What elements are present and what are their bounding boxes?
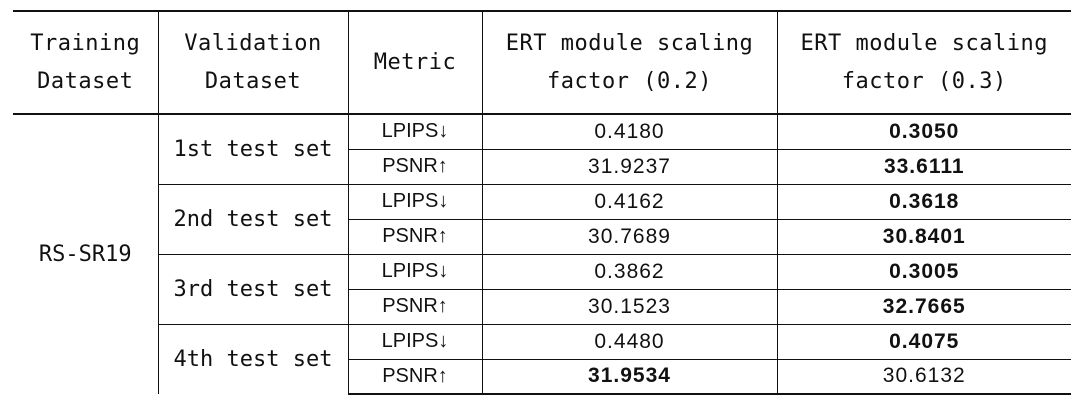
- header-validation-dataset-text: Validation Dataset: [184, 30, 322, 94]
- value-scaling-0-2: 0.4162: [482, 184, 778, 220]
- value-scaling-0-3: 0.3050: [777, 114, 1071, 150]
- results-table: Training Dataset Validation Dataset Metr…: [13, 10, 1071, 395]
- value-scaling-0-2: 0.3862: [482, 254, 778, 290]
- validation-set-cell: 1st test set: [158, 114, 349, 185]
- header-metric-text: Metric: [373, 49, 457, 75]
- table-row: PSNR↑ 30.1523 32.7665: [13, 289, 1071, 325]
- value-scaling-0-3: 33.6111: [777, 149, 1071, 185]
- header-scaling-0-3-text: ERT module scaling factor (0.3): [800, 30, 1048, 94]
- value-scaling-0-2: 0.4480: [482, 324, 778, 360]
- header-metric: Metric: [348, 10, 483, 115]
- table-row: PSNR↑ 30.7689 30.8401: [13, 219, 1071, 255]
- value-scaling-0-3: 32.7665: [777, 289, 1071, 325]
- table-row: 4th test set LPIPS↓ 0.4480 0.4075: [13, 324, 1071, 394]
- value-scaling-0-2: 31.9237: [482, 149, 778, 185]
- table-row: 3rd test set LPIPS↓ 0.3862 0.3005: [13, 254, 1071, 325]
- value-scaling-0-3: 0.3618: [777, 184, 1071, 220]
- header-scaling-0-3: ERT module scaling factor (0.3): [777, 10, 1071, 115]
- validation-set-cell: 2nd test set: [158, 184, 349, 255]
- metric-cell: LPIPS↓: [348, 254, 483, 290]
- header-row: Training Dataset Validation Dataset Metr…: [13, 10, 1071, 115]
- value-scaling-0-2: 30.1523: [482, 289, 778, 325]
- metric-cell: PSNR↑: [348, 359, 483, 395]
- metric-cell: PSNR↑: [348, 219, 483, 255]
- metric-cell: LPIPS↓: [348, 184, 483, 220]
- metric-cell: PSNR↑: [348, 289, 483, 325]
- value-scaling-0-3: 30.6132: [777, 359, 1071, 395]
- metric-cell: LPIPS↓: [348, 324, 483, 360]
- value-scaling-0-2: 30.7689: [482, 219, 778, 255]
- value-scaling-0-3: 0.4075: [777, 324, 1071, 360]
- table-row: 2nd test set LPIPS↓ 0.4162 0.3618: [13, 184, 1071, 255]
- header-scaling-0-2: ERT module scaling factor (0.2): [482, 10, 778, 115]
- value-scaling-0-2: 0.4180: [482, 114, 778, 150]
- metric-cell: LPIPS↓: [348, 114, 483, 150]
- value-scaling-0-2: 31.9534: [482, 359, 778, 395]
- table-body: RS-SR19 1st test set LPIPS↓ 0.4180 0.3050 PSN…: [13, 114, 1071, 395]
- table-row: PSNR↑ 31.9534 30.6132: [13, 359, 1071, 395]
- value-scaling-0-3: 30.8401: [777, 219, 1071, 255]
- header-validation-dataset: Validation Dataset: [158, 10, 349, 115]
- validation-set-cell: 4th test set: [158, 324, 349, 394]
- header-training-dataset-text: Training Dataset: [30, 30, 141, 94]
- table-row: RS-SR19 1st test set LPIPS↓ 0.4180 0.3050: [13, 114, 1071, 394]
- header-scaling-0-2-text: ERT module scaling factor (0.2): [505, 30, 754, 94]
- validation-set-cell: 3rd test set: [158, 254, 349, 325]
- table-row: PSNR↑ 31.9237 33.6111: [13, 149, 1071, 185]
- training-dataset-cell: RS-SR19: [13, 114, 159, 394]
- metric-cell: PSNR↑: [348, 149, 483, 185]
- header-training-dataset: Training Dataset: [13, 10, 159, 115]
- value-scaling-0-3: 0.3005: [777, 254, 1071, 290]
